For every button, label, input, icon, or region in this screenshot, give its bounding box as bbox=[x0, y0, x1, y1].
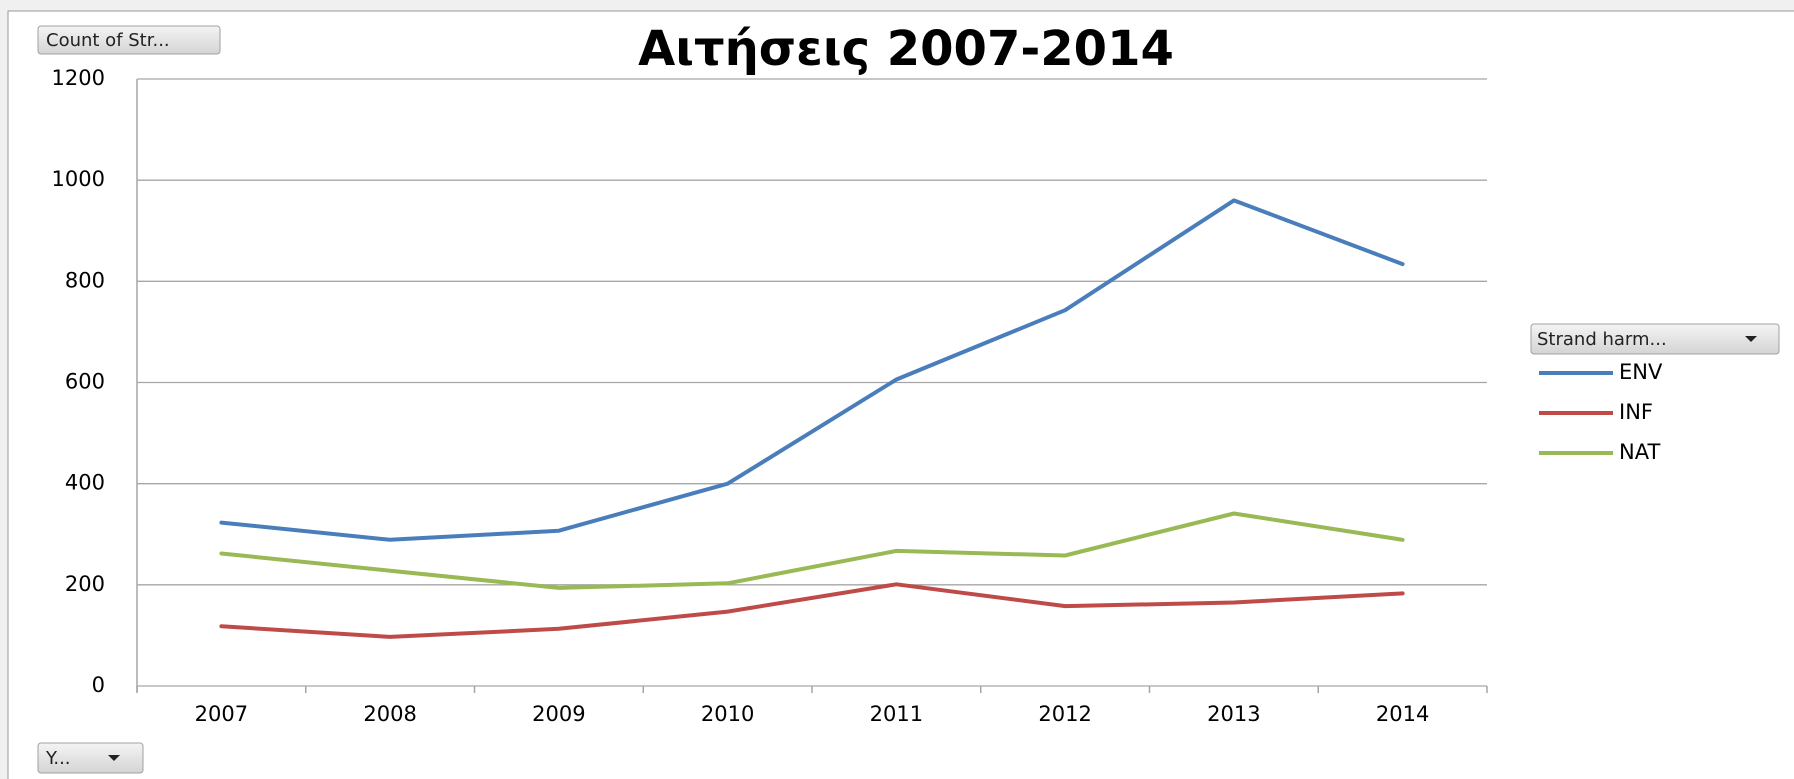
x-tick-label: 2011 bbox=[870, 702, 923, 726]
x-tick-label: 2008 bbox=[363, 702, 416, 726]
legend-field-button[interactable]: Strand harm... bbox=[1530, 323, 1780, 355]
chart-title: Αιτήσεις 2007-2014 bbox=[638, 21, 1174, 77]
value-field-label[interactable]: Count of Str... bbox=[46, 30, 170, 51]
legend-label: NAT bbox=[1619, 440, 1660, 464]
x-tick-label: 2013 bbox=[1207, 702, 1260, 726]
x-tick-label: 2009 bbox=[532, 702, 585, 726]
series-line bbox=[219, 582, 1405, 639]
y-tick-label: 1000 bbox=[52, 167, 105, 191]
value-field-button[interactable]: Count of Str... bbox=[37, 25, 221, 55]
series-line bbox=[219, 198, 1405, 542]
dropdown-arrow[interactable] bbox=[1745, 336, 1757, 342]
chart-area bbox=[7, 10, 1794, 779]
y-tick-label: 600 bbox=[65, 370, 105, 394]
y-tick-label: 1200 bbox=[52, 66, 105, 90]
x-tick-label: 2010 bbox=[701, 702, 754, 726]
axis-field-label[interactable]: Y... bbox=[45, 748, 71, 769]
x-tick-label: 2007 bbox=[195, 702, 248, 726]
axis-field-button[interactable]: Y... bbox=[37, 742, 144, 774]
y-tick-label: 200 bbox=[65, 572, 105, 596]
y-tick-label: 0 bbox=[92, 673, 105, 697]
x-tick-label: 2014 bbox=[1376, 702, 1429, 726]
legend-label: ENV bbox=[1619, 360, 1663, 384]
x-tick-label: 2012 bbox=[1038, 702, 1091, 726]
dropdown-arrow[interactable] bbox=[108, 755, 120, 761]
legend-label: INF bbox=[1619, 400, 1653, 424]
series-line bbox=[219, 511, 1405, 590]
y-tick-label: 800 bbox=[65, 268, 105, 292]
y-tick-label: 400 bbox=[65, 471, 105, 495]
legend-field-label[interactable]: Strand harm... bbox=[1537, 329, 1667, 350]
